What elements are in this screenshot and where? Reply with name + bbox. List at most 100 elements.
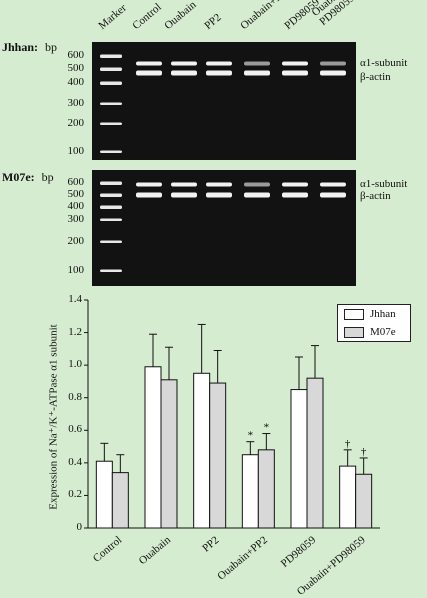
actin-band <box>244 192 270 198</box>
bp-unit: bp <box>45 40 58 54</box>
y-axis-label: Expression of Na⁺/K⁺-ATPase α1 subunit <box>47 324 60 510</box>
band-label-alpha1-jhhan: α1-subunit <box>360 57 408 69</box>
bar <box>355 473 373 529</box>
bar <box>95 460 113 529</box>
significance-mark: † <box>361 446 367 458</box>
bp-label: 400 <box>67 200 85 212</box>
bp-label: 200 <box>67 235 85 247</box>
ladder-band <box>100 193 122 197</box>
legend: Jhhan M07e <box>337 304 411 342</box>
band-label-actin-m07e: β-actin <box>360 190 391 202</box>
bp-label: 100 <box>67 264 85 276</box>
actin-band <box>320 192 346 198</box>
bar <box>339 465 357 529</box>
actin-band <box>136 192 162 198</box>
significance-mark: * <box>248 430 254 442</box>
bp-label: 300 <box>67 97 85 109</box>
gel-image-m07e <box>92 170 356 286</box>
alpha1-band <box>320 61 346 66</box>
y-tick-label: 0.2 <box>68 488 82 501</box>
actin-band <box>320 70 346 76</box>
alpha1-band <box>206 182 232 187</box>
bar-chart: * * † † <box>84 299 380 529</box>
lane-label-1: Control <box>130 1 164 33</box>
alpha1-band <box>244 182 270 187</box>
legend-swatch-m07e <box>344 326 364 338</box>
lane-label-6: Ouabain+ PD98059 <box>309 0 357 29</box>
alpha1-band <box>244 61 270 66</box>
bar <box>111 472 129 529</box>
alpha1-band <box>171 61 197 66</box>
y-tick-label: 0.4 <box>68 455 82 468</box>
actin-band <box>171 192 197 198</box>
actin-band <box>244 70 270 76</box>
legend-label-jhhan: Jhhan <box>370 308 396 320</box>
bp-label: 200 <box>67 117 85 129</box>
bp-label: 300 <box>67 213 85 225</box>
y-tick-label: 0.8 <box>68 390 82 403</box>
lane-label-3: PP2 <box>202 11 224 32</box>
gel-jhhan-svg <box>100 54 346 153</box>
alpha1-band <box>206 61 232 66</box>
y-tick-label: 1.4 <box>68 293 82 305</box>
legend-label-m07e: M07e <box>370 326 396 338</box>
ladder-band <box>100 54 122 58</box>
ladder-band <box>100 81 122 85</box>
y-tick-label: 0.6 <box>68 423 82 436</box>
ladder-band <box>100 122 122 125</box>
alpha1-band <box>136 182 162 187</box>
lane-label-0: Marker <box>96 1 129 33</box>
actin-band <box>171 70 197 76</box>
legend-swatch-jhhan <box>344 308 364 320</box>
y-tick-label: 0 <box>76 521 83 533</box>
bar <box>160 379 178 529</box>
ladder-band <box>100 67 122 71</box>
bp-label: 600 <box>67 49 85 61</box>
significance-mark: † <box>345 438 351 450</box>
alpha1-band <box>171 182 197 187</box>
bar <box>306 377 324 529</box>
band-label-actin-jhhan: β-actin <box>360 71 391 83</box>
bp-label: 500 <box>67 62 85 74</box>
bar <box>257 449 275 529</box>
y-tick-label: 1.0 <box>68 358 82 371</box>
bar <box>209 382 227 529</box>
panel-title-text: M07e: <box>2 170 35 184</box>
actin-band <box>136 70 162 76</box>
lane-label-2: Ouabain <box>162 0 199 33</box>
bar <box>290 389 308 529</box>
gel-m07e-svg <box>100 181 346 272</box>
ladder-band <box>100 269 122 272</box>
ladder-band <box>100 205 122 209</box>
ladder-band <box>100 102 122 105</box>
ladder-band <box>100 240 122 243</box>
ladder-band <box>100 181 122 185</box>
significance-mark: * <box>264 422 270 434</box>
panel-title-text: Jhhan: <box>2 40 39 54</box>
y-tick-label: 1.2 <box>68 325 82 338</box>
legend-item-jhhan: Jhhan <box>338 305 410 323</box>
lane-label-4: Ouabain+PP2 <box>238 0 293 33</box>
alpha1-band <box>282 61 308 66</box>
bar <box>144 366 162 529</box>
actin-band <box>282 70 308 76</box>
bp-label: 100 <box>67 145 85 157</box>
alpha1-band <box>282 182 308 187</box>
gel-image-jhhan <box>92 42 356 160</box>
alpha1-band <box>136 61 162 66</box>
actin-band <box>206 70 232 76</box>
bp-label: 400 <box>67 76 85 88</box>
actin-band <box>282 192 308 198</box>
legend-item-m07e: M07e <box>338 323 410 341</box>
bp-unit: bp <box>41 170 54 184</box>
bp-label: 600 <box>67 176 85 188</box>
panel-title-jhhan: Jhhan: bp <box>2 40 57 55</box>
ladder-band <box>100 150 122 153</box>
alpha1-band <box>320 182 346 187</box>
band-label-alpha1-m07e: α1-subunit <box>360 178 408 190</box>
bar <box>241 454 259 529</box>
panel-title-m07e: M07e: bp <box>2 170 54 185</box>
bar <box>193 372 211 529</box>
bp-label: 500 <box>67 188 85 200</box>
ladder-band <box>100 218 122 221</box>
